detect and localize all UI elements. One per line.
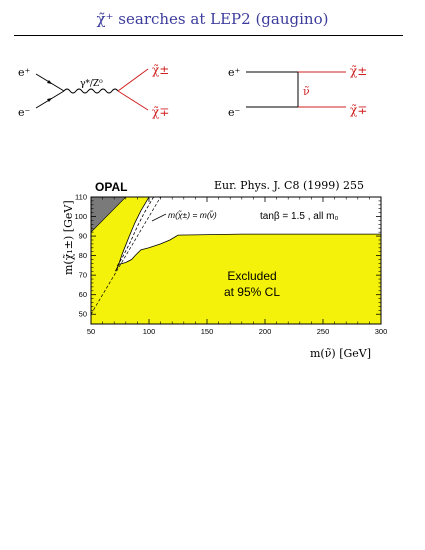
x-tick-label: 250 xyxy=(317,327,330,336)
boson-propagator xyxy=(63,88,119,94)
title-rule xyxy=(14,35,403,36)
label-e-minus: e⁻ xyxy=(228,106,241,119)
arrow-icon xyxy=(47,98,52,102)
y-tick-label: 80 xyxy=(79,251,87,260)
arrow-icon xyxy=(47,80,52,84)
chargino-line-top xyxy=(117,68,149,92)
label-e-plus: e⁺ xyxy=(228,66,241,79)
x-tick-label: 100 xyxy=(143,327,156,336)
dashed-curve xyxy=(116,197,154,268)
y-axis-label: m(χ̃₁±) [GeV] xyxy=(62,200,75,275)
y-tick-label: 90 xyxy=(79,232,87,241)
y-tick-label: 70 xyxy=(79,271,87,280)
label-propagator: γ*/Z⁰ xyxy=(80,79,103,89)
slide-title: χ̃⁺ searches at LEP2 (gaugino) xyxy=(96,10,329,28)
label-chargino-bottom: χ̃∓ xyxy=(350,103,367,117)
diagonal-line xyxy=(91,197,161,315)
diagonal-label: m(χ̃±) = m(ν̃) xyxy=(168,209,217,220)
reference-label: Eur. Phys. J. C8 (1999) 255 xyxy=(214,179,364,192)
plot-area: 50 100 150 200 250 300 50 60 70 80 90 100 110 xyxy=(74,193,387,337)
y-tick-label: 100 xyxy=(74,212,87,221)
chargino-line-bottom xyxy=(117,90,149,111)
theory-forbidden-region xyxy=(91,197,127,233)
label-chargino-bottom: χ̃∓ xyxy=(152,105,169,119)
x-tick-label: 300 xyxy=(375,327,388,336)
label-sneutrino: ν̃ xyxy=(303,85,310,98)
y-tick-label: 60 xyxy=(79,290,87,299)
plot-frame xyxy=(90,196,382,325)
t-channel-diagram: e⁺ e⁻ ν̃ χ̃± χ̃∓ xyxy=(228,64,367,119)
label-pointer xyxy=(151,213,167,222)
x-tick-label: 50 xyxy=(87,327,95,336)
label-e-minus: e⁻ xyxy=(18,106,31,119)
excluded-label-line1: Excluded xyxy=(227,269,276,283)
conditions-label: tanβ = 1.5 , all m₀ xyxy=(260,211,339,222)
x-tick-label: 150 xyxy=(201,327,214,336)
s-channel-diagram: e⁺ e⁻ γ*/Z⁰ χ̃± χ̃∓ xyxy=(18,63,169,119)
label-chargino-top: χ̃± xyxy=(350,64,367,78)
x-tick-label: 200 xyxy=(259,327,272,336)
label-e-plus: e⁺ xyxy=(18,66,31,79)
excluded-label-line2: at 95% CL xyxy=(224,285,280,299)
experiment-label: OPAL xyxy=(95,180,127,194)
excluded-region xyxy=(91,197,381,324)
x-axis-label: m(ν̃) [GeV] xyxy=(310,347,371,360)
label-chargino-top: χ̃± xyxy=(152,63,169,77)
y-tick-label: 110 xyxy=(75,193,87,202)
y-tick-label: 50 xyxy=(79,310,87,319)
